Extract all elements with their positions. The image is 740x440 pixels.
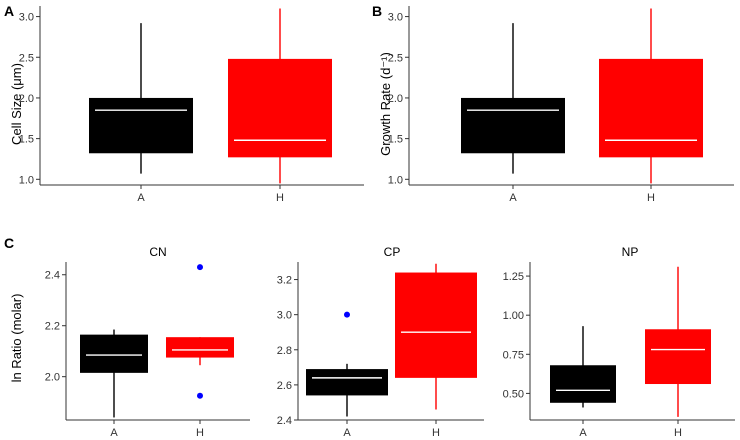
panel-a-ylabel: Cell Size (μm) <box>9 63 24 145</box>
x-tick-label: H <box>674 427 682 439</box>
box-H <box>395 272 477 378</box>
panel-c-ylabel: ln Ratio (molar) <box>9 294 24 383</box>
x-tick-label: A <box>509 192 517 204</box>
y-tick-label: 3.2 <box>277 275 292 287</box>
x-tick-label: A <box>343 427 351 439</box>
panel-a: A Cell Size (μm) 1.0 1.5 2.0 2.5 3.0 A H <box>4 3 364 204</box>
y-tick-label: 2.6 <box>277 380 292 392</box>
y-tick-label: 3.0 <box>19 12 34 24</box>
box-A <box>306 369 388 396</box>
panel-b: B Growth Rate (d⁻¹) 1.0 1.5 2.0 2.5 3.0 A H <box>372 3 734 204</box>
x-tick-label: H <box>276 192 284 204</box>
panel-cp-plot: 2.4 2.6 2.8 3.0 3.2 A H <box>277 262 484 439</box>
x-tick-label: A <box>137 192 145 204</box>
outlier-point <box>197 264 203 271</box>
y-tick-label: 1.0 <box>388 174 403 186</box>
y-tick-label: 2.0 <box>19 93 34 105</box>
y-tick-label: 2.8 <box>277 345 292 357</box>
y-tick-label: 0.50 <box>503 388 524 400</box>
y-tick-label: 2.2 <box>45 321 60 333</box>
y-tick-label: 1.00 <box>503 310 524 322</box>
x-tick-label: A <box>110 427 118 439</box>
panel-c: C ln Ratio (molar) CN 2.0 2.2 2.4 A H CP 2.4… <box>4 235 735 439</box>
x-tick-label: H <box>432 427 440 439</box>
panel-a-label: A <box>4 3 14 19</box>
y-tick-label: 2.5 <box>19 52 34 64</box>
panel-a-plot: 1.0 1.5 2.0 2.5 3.0 A H <box>19 6 364 204</box>
panel-np-plot: 0.50 0.75 1.00 1.25 A H <box>503 262 735 439</box>
box-A <box>80 334 148 373</box>
x-tick-label: H <box>196 427 204 439</box>
y-tick-label: 3.0 <box>277 310 292 322</box>
y-tick-label: 2.0 <box>388 93 403 105</box>
y-tick-label: 2.4 <box>277 415 292 427</box>
y-tick-label: 1.5 <box>388 134 403 146</box>
x-tick-label: A <box>579 427 587 439</box>
y-tick-label: 0.75 <box>503 349 524 361</box>
panel-cn-title: CN <box>149 245 166 259</box>
box-A <box>461 97 565 154</box>
y-tick-label: 1.0 <box>19 174 34 186</box>
panel-c-label: C <box>4 235 14 251</box>
y-tick-label: 2.0 <box>45 372 60 384</box>
y-tick-label: 2.4 <box>45 270 60 282</box>
panel-b-plot: 1.0 1.5 2.0 2.5 3.0 A H <box>388 6 734 204</box>
panel-cp-title: CP <box>384 245 401 259</box>
box-H <box>645 329 711 385</box>
x-tick-label: H <box>647 192 655 204</box>
panel-b-label: B <box>372 3 382 19</box>
panel-b-ylabel: Growth Rate (d⁻¹) <box>378 52 393 156</box>
box-H <box>166 337 234 358</box>
y-tick-label: 1.25 <box>503 271 524 283</box>
box-H <box>599 58 703 158</box>
box-H <box>228 58 332 158</box>
box-A <box>550 365 616 403</box>
outlier-point <box>197 392 203 399</box>
outlier-point <box>344 311 350 318</box>
y-tick-label: 3.0 <box>388 12 403 24</box>
panel-np-title: NP <box>622 245 639 259</box>
y-tick-label: 1.5 <box>19 134 34 146</box>
panel-cn-plot: 2.0 2.2 2.4 A H <box>45 262 250 439</box>
box-A <box>89 97 193 154</box>
y-tick-label: 2.5 <box>388 52 403 64</box>
